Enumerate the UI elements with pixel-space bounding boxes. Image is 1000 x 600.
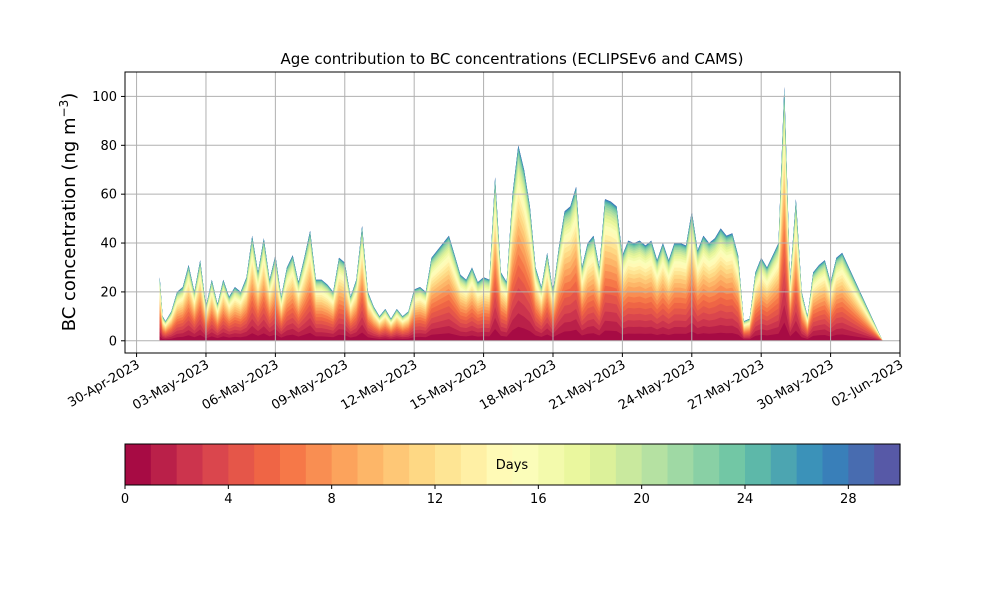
colorbar-cell-6 <box>280 444 307 485</box>
colorbar-cell-8 <box>331 444 359 485</box>
age-bands <box>159 86 883 341</box>
colorbar-cell-14 <box>486 444 514 485</box>
y-axis-label-close: ) <box>59 93 80 100</box>
y-tick-label: 40 <box>100 237 117 252</box>
y-tick-label: 20 <box>100 285 117 300</box>
y-axis-label-exponent: −3 <box>57 100 71 118</box>
colorbar-cell-28 <box>848 444 875 485</box>
colorbar-cell-0 <box>125 444 152 485</box>
colorbar-cell-20 <box>641 444 669 485</box>
colorbar-cell-25 <box>770 444 798 485</box>
y-axis-label: BC concentration (ng m−3) <box>57 93 80 332</box>
colorbar-cell-15 <box>512 444 539 485</box>
y-tick-label: 100 <box>92 90 117 105</box>
colorbar-cell-2 <box>176 444 204 485</box>
y-tick-label: 60 <box>100 188 117 203</box>
colorbar-cell-7 <box>305 444 333 485</box>
y-axis-label-main: BC concentration (ng m <box>59 117 80 331</box>
y-tick-label: 0 <box>109 334 117 349</box>
colorbar-cell-18 <box>590 444 617 485</box>
colorbar-cell-13 <box>460 444 488 485</box>
colorbar-cell-26 <box>796 444 824 485</box>
colorbar-cell-4 <box>228 444 255 485</box>
y-tick-label: 80 <box>100 139 117 154</box>
colorbar: Days 0 4 8 12 16 20 24 28 <box>121 443 901 507</box>
y-axis: 0 20 40 60 80 100 <box>92 90 125 349</box>
colorbar-cell-16 <box>538 444 565 485</box>
colorbar-cell-5 <box>254 444 281 485</box>
colorbar-cell-9 <box>357 444 384 485</box>
colorbar-cell-21 <box>667 444 694 485</box>
plot-frame <box>124 71 901 354</box>
colorbar-tick-label: 24 <box>737 492 754 507</box>
colorbar-cells <box>125 444 901 485</box>
chart-title: Age contribution to BC concentrations (E… <box>281 50 744 68</box>
colorbar-tick-label: 0 <box>121 492 129 507</box>
colorbar-cell-22 <box>693 444 720 485</box>
colorbar-cell-19 <box>615 444 643 485</box>
colorbar-cell-24 <box>745 444 772 485</box>
colorbar-cell-12 <box>435 444 462 485</box>
age-band-0 <box>159 322 883 341</box>
colorbar-cell-3 <box>202 444 229 485</box>
colorbar-frame <box>124 443 901 486</box>
colorbar-cell-17 <box>564 444 591 485</box>
colorbar-tick-label: 4 <box>224 492 232 507</box>
colorbar-tick-label: 16 <box>530 492 547 507</box>
colorbar-ticks: 0 4 8 12 16 20 24 28 <box>121 485 857 507</box>
age-band-1 <box>159 305 883 341</box>
colorbar-cell-29 <box>874 444 901 485</box>
colorbar-cell-10 <box>383 444 410 485</box>
colorbar-tick-label: 28 <box>840 492 857 507</box>
colorbar-cell-1 <box>150 444 178 485</box>
colorbar-cell-23 <box>719 444 746 485</box>
colorbar-tick-label: 12 <box>427 492 444 507</box>
colorbar-label: Days <box>496 458 529 473</box>
colorbar-cell-11 <box>409 444 436 485</box>
colorbar-tick-label: 20 <box>633 492 650 507</box>
colorbar-tick-label: 8 <box>328 492 336 507</box>
grid-lines <box>125 72 901 353</box>
colorbar-cell-27 <box>822 444 849 485</box>
